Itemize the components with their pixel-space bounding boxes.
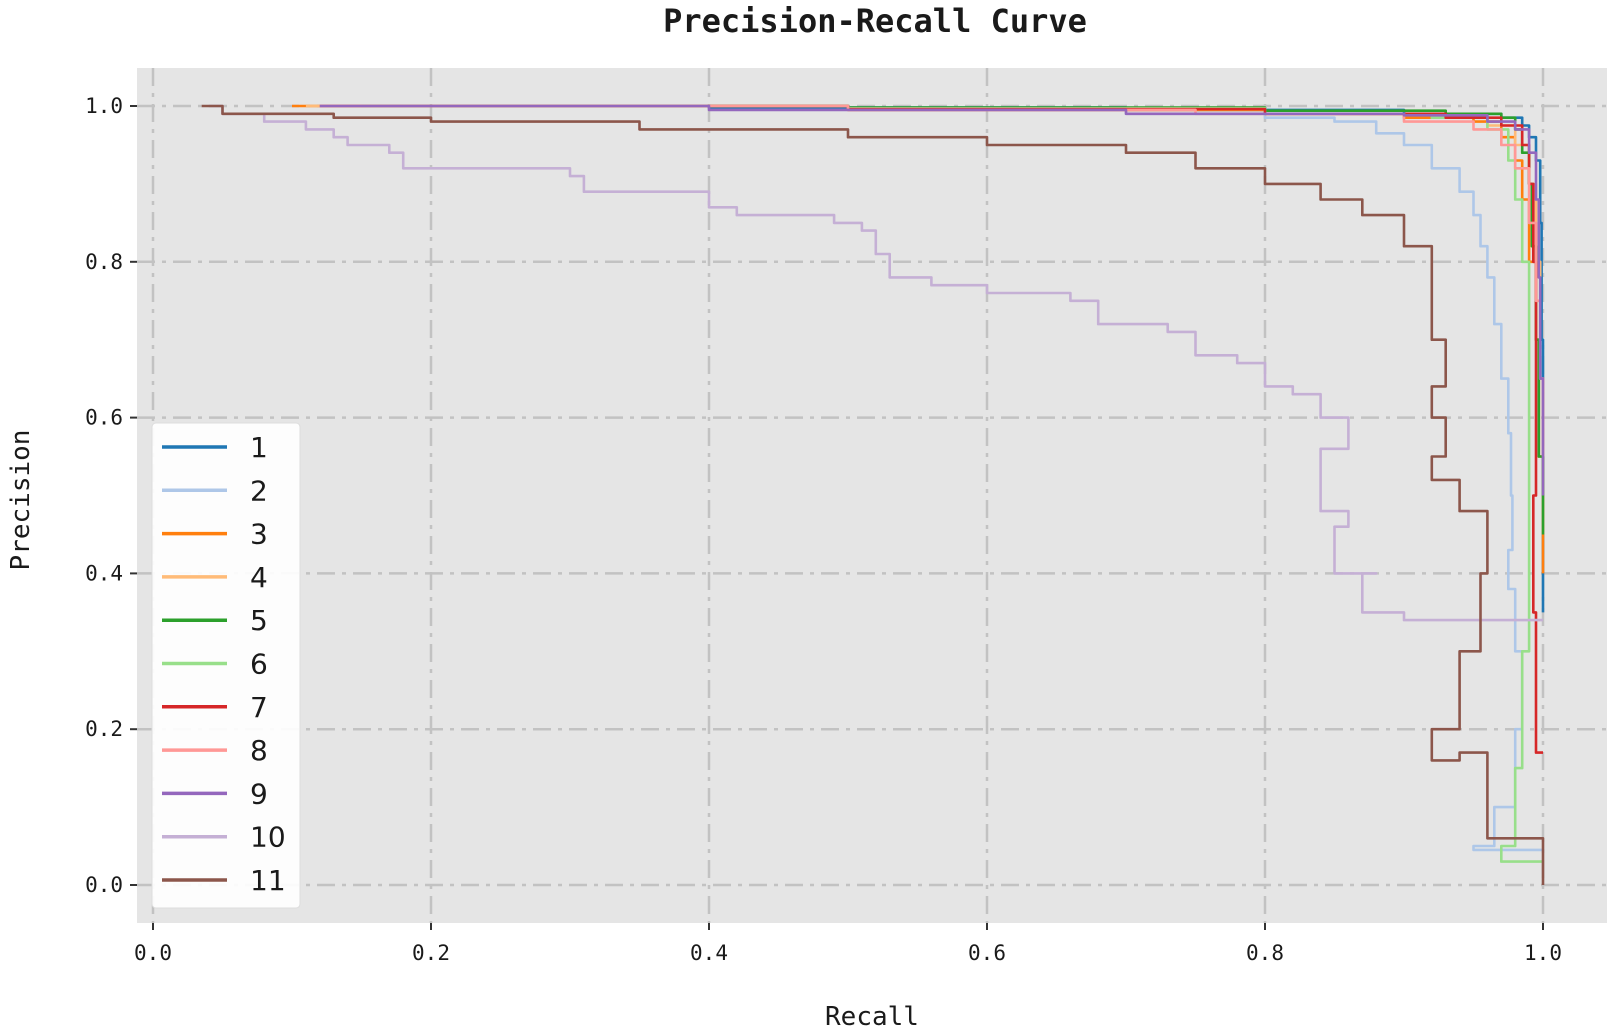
series-line-11 — [201, 104, 1545, 885]
legend-label-9: 9 — [250, 777, 268, 810]
y-tick-label: 0.0 — [85, 873, 123, 897]
legend-label-11: 11 — [250, 864, 286, 897]
x-tick-label: 0.2 — [412, 941, 450, 965]
plot-area — [137, 68, 1607, 923]
x-axis-label: Recall — [825, 1002, 919, 1030]
legend-label-1: 1 — [250, 431, 268, 464]
series-line-10 — [208, 104, 1543, 622]
legend-label-2: 2 — [250, 474, 268, 507]
grid-lines — [137, 68, 1607, 923]
series-lines — [201, 104, 1545, 885]
y-tick-label: 0.4 — [85, 561, 123, 585]
legend-label-8: 8 — [250, 734, 268, 767]
y-tick-label: 0.8 — [85, 250, 123, 274]
series-line-9 — [319, 104, 1545, 496]
x-tick-label: 0.4 — [690, 941, 728, 965]
axis-ticks: 0.0 0.2 0.4 0.6 0.8 1.0 0.0 0.2 0.4 0.6 0.8 1.0 — [85, 94, 1562, 965]
legend-box — [151, 422, 301, 909]
legend-label-4: 4 — [250, 561, 268, 594]
chart-title: Precision-Recall Curve — [663, 2, 1087, 40]
legend-label-10: 10 — [250, 821, 286, 854]
series-line-8 — [319, 104, 1545, 457]
legend-label-6: 6 — [250, 648, 268, 681]
y-axis-label: Precision — [6, 430, 36, 571]
x-tick-label: 0.8 — [1246, 941, 1284, 965]
legend-label-7: 7 — [250, 691, 268, 724]
y-tick-label: 0.6 — [85, 406, 123, 430]
legend-label-5: 5 — [250, 604, 268, 637]
y-tick-label: 0.2 — [85, 717, 123, 741]
x-tick-label: 0.0 — [134, 941, 172, 965]
legend: 1 2 3 4 5 6 7 8 9 10 11 — [151, 422, 301, 909]
legend-items: 1 2 3 4 5 6 7 8 9 10 11 — [162, 431, 286, 897]
y-tick-label: 1.0 — [85, 94, 123, 118]
x-tick-label: 0.6 — [968, 941, 1006, 965]
legend-label-3: 3 — [250, 518, 268, 551]
x-tick-label: 1.0 — [1524, 941, 1562, 965]
